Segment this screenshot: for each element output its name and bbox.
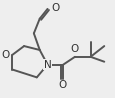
Text: O: O bbox=[58, 80, 66, 90]
Text: O: O bbox=[51, 3, 59, 13]
Text: N: N bbox=[43, 60, 51, 70]
Text: O: O bbox=[70, 44, 78, 54]
Text: O: O bbox=[1, 50, 9, 60]
